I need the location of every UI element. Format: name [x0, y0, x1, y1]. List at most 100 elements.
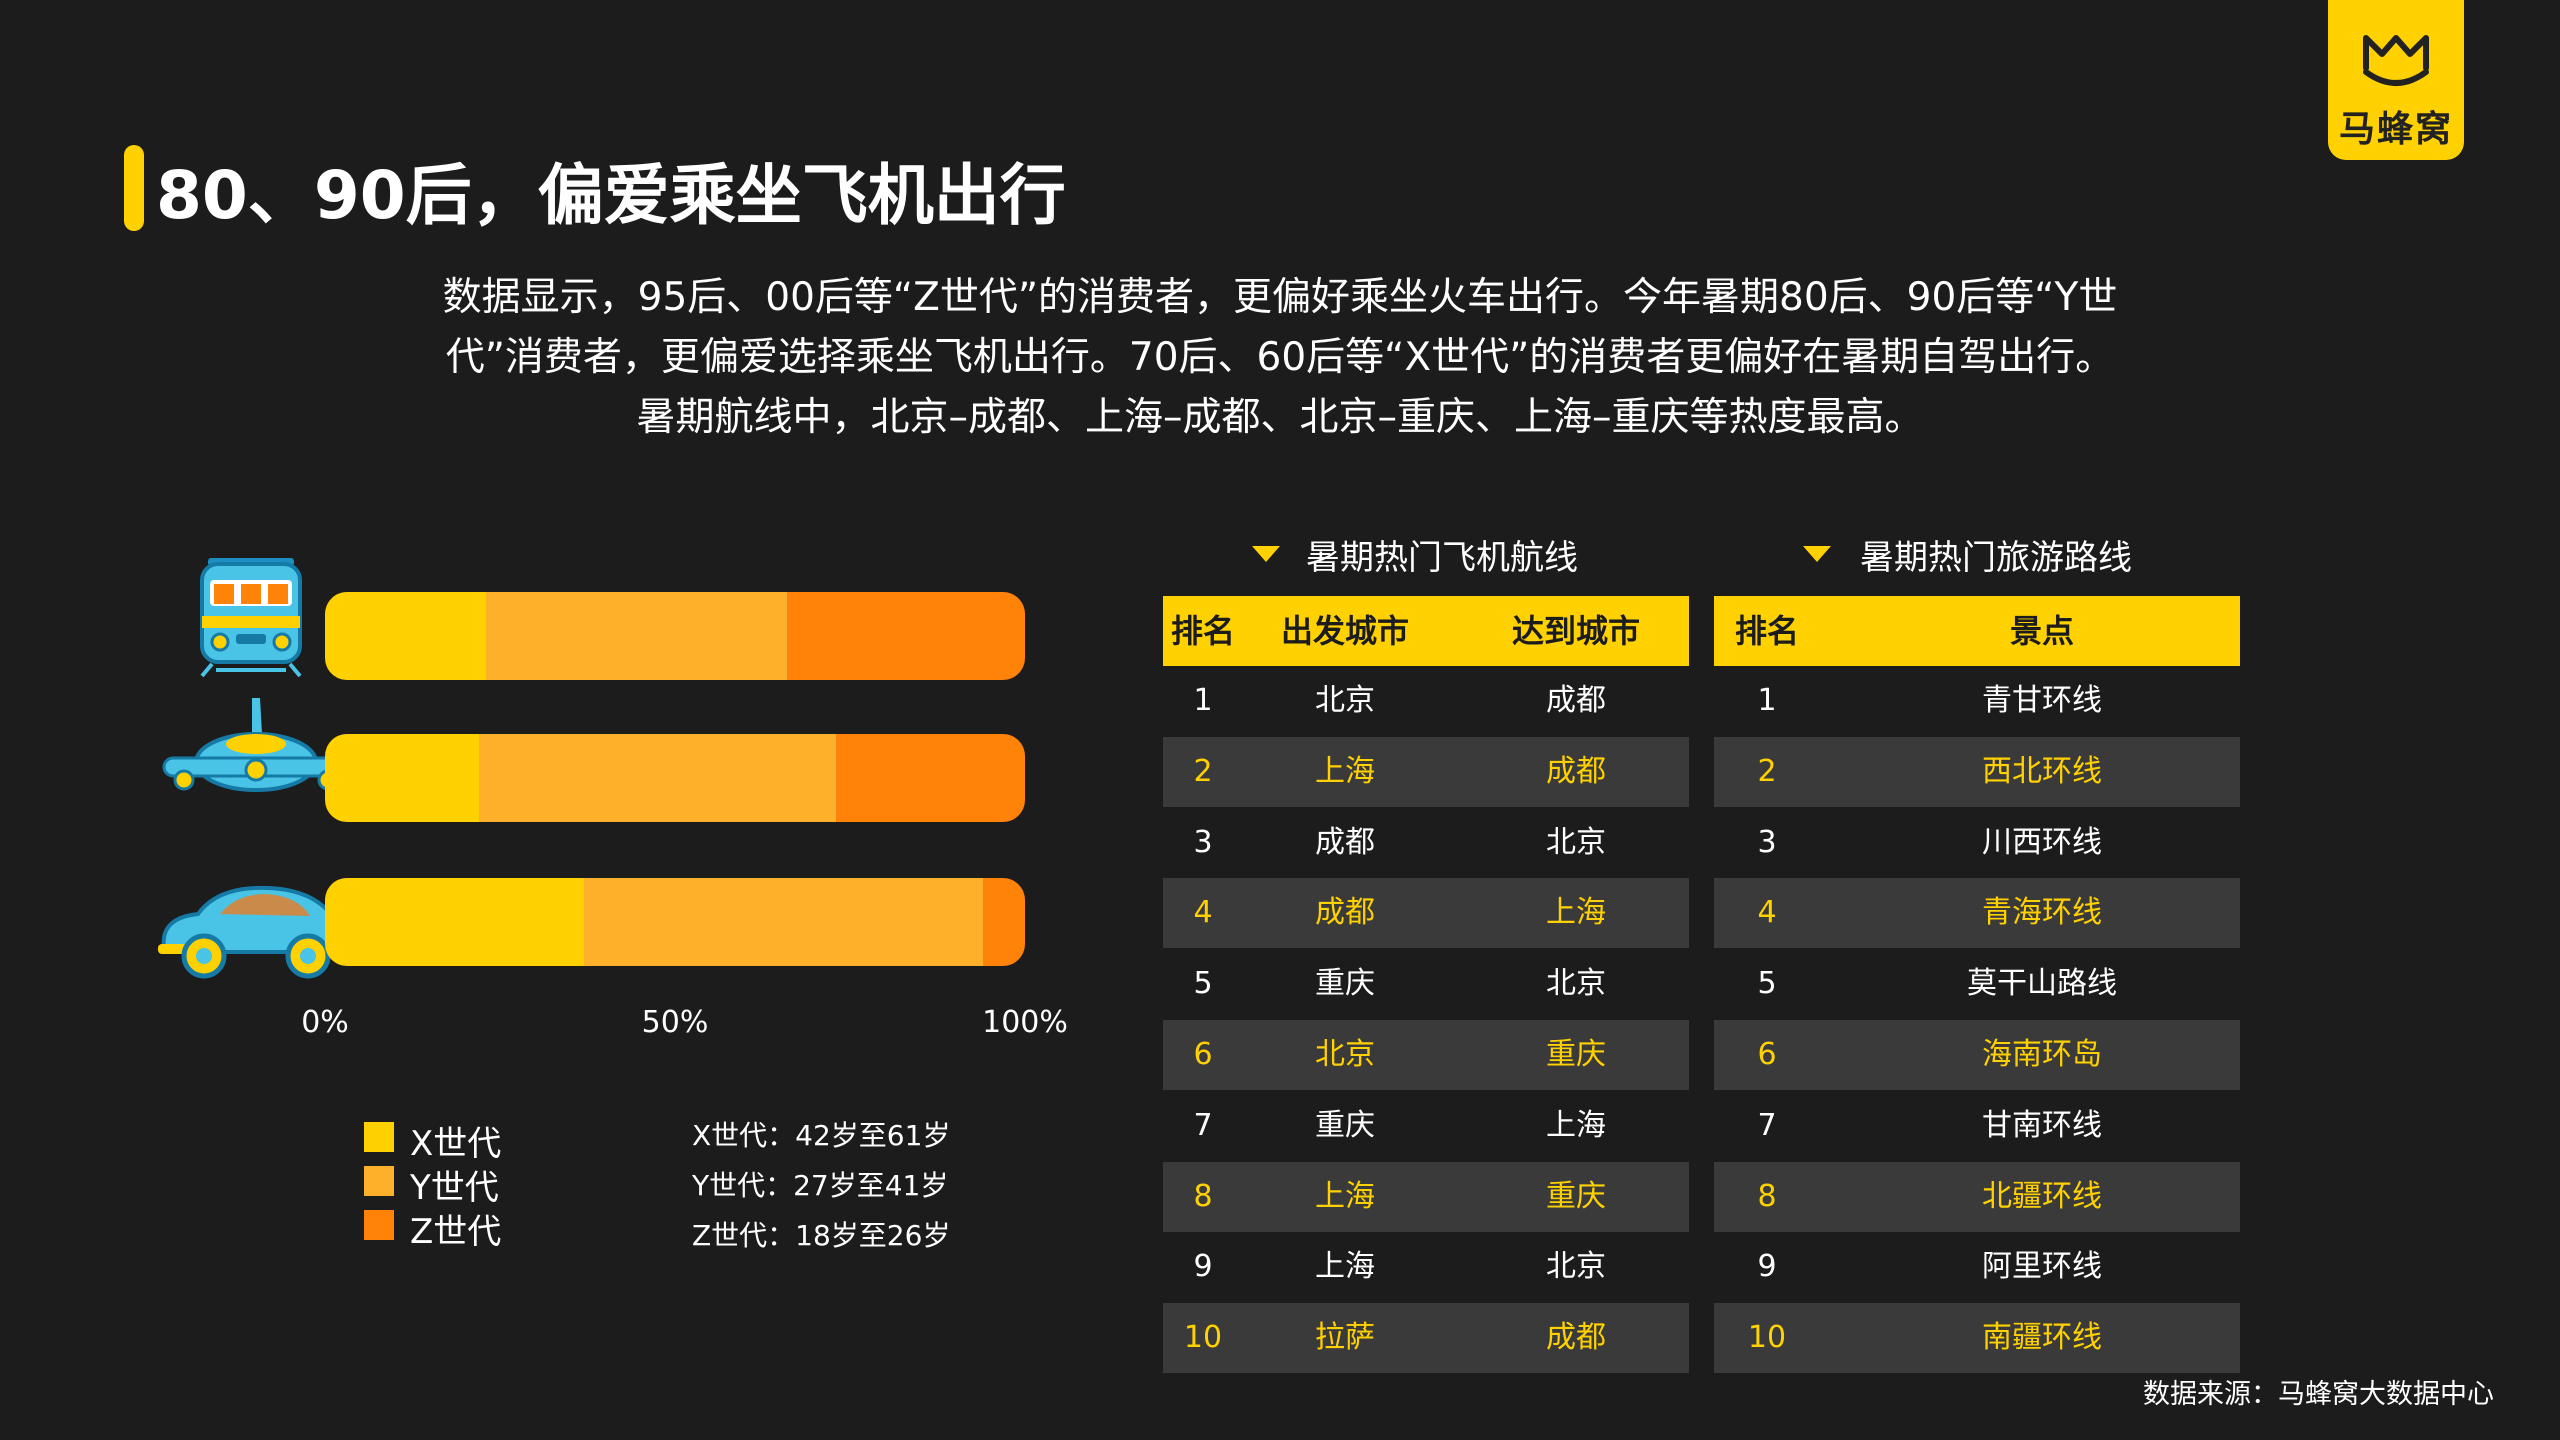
logo-text: 马蜂窝: [2338, 109, 2453, 150]
cell-attraction: 海南环岛: [1982, 1037, 2102, 1072]
mafengwo-logo-icon: [2363, 35, 2429, 86]
cell-departure: 成都: [1315, 895, 1375, 931]
cell-rank: 7: [1193, 1107, 1213, 1143]
cell-arrival: 成都: [1546, 1320, 1606, 1356]
airplane-icon: [162, 698, 350, 792]
column-header-rank: 排名: [1734, 612, 1799, 650]
bar-segment-z: [836, 734, 1025, 822]
cell-attraction: 川西环线: [1982, 824, 2102, 860]
cell-arrival: 重庆: [1546, 1178, 1606, 1214]
cell-departure: 上海: [1315, 753, 1375, 789]
cell-rank: 8: [1757, 1178, 1777, 1214]
bar-row-car: [325, 878, 1025, 966]
cell-attraction: 青甘环线: [1982, 683, 2102, 718]
brand-logo: 马蜂窝: [2328, 0, 2464, 160]
cell-arrival: 成都: [1546, 683, 1606, 718]
cell-rank: 3: [1757, 824, 1777, 860]
flights-table-heading: 暑期热门飞机航线: [1306, 538, 1578, 578]
description-line: 暑期航线中，北京–成都、上海–成都、北京–重庆、上海–重庆等热度最高。: [636, 395, 1924, 440]
bar-row-airplane: [325, 734, 1025, 822]
legend-swatch: [364, 1166, 394, 1196]
cell-attraction: 莫干山路线: [1967, 966, 2117, 1002]
description-line: 数据显示，95后、00后等“Z世代”的消费者，更偏好乘坐火车出行。今年暑期80后…: [442, 275, 2118, 320]
table-row: 8 北疆环线: [1714, 1161, 2240, 1232]
cell-rank: 9: [1193, 1249, 1213, 1285]
cell-rank: 4: [1757, 895, 1777, 931]
flights-table: 排名 出发城市 达到城市 1 北京 成都 2 上海 成都 3 成都 北京 4 成都 上海 5 重庆 北京 6 北…: [1163, 596, 1689, 1374]
cell-rank: 10: [1183, 1320, 1223, 1356]
cell-arrival: 上海: [1546, 895, 1606, 931]
cell-rank: 2: [1757, 753, 1777, 789]
cell-rank: 2: [1193, 753, 1213, 789]
bar-segment-x: [325, 878, 585, 966]
cell-rank: 6: [1193, 1037, 1213, 1072]
x-tick-label: 100%: [982, 1005, 1068, 1040]
cell-rank: 1: [1757, 683, 1777, 718]
page-title: 80、90后，偏爱乘坐飞机出行: [156, 157, 1066, 234]
table-row: 1 北京 成都: [1163, 666, 1689, 736]
cell-rank: 6: [1757, 1037, 1777, 1072]
table-row: 7 重庆 上海: [1163, 1091, 1689, 1161]
cell-attraction: 南疆环线: [1982, 1320, 2102, 1356]
x-tick-label: 50%: [642, 1005, 709, 1040]
table-row: 4 成都 上海: [1163, 878, 1689, 949]
bar-row-train: [325, 592, 1025, 680]
table-row: 3 川西环线: [1714, 808, 2240, 878]
cell-departure: 上海: [1315, 1178, 1375, 1214]
routes-table-heading: 暑期热门旅游路线: [1860, 538, 2132, 578]
table-row: 6 海南环岛: [1714, 1020, 2240, 1090]
cell-rank: 8: [1193, 1178, 1213, 1214]
generation-note-x: X世代：42岁至61岁: [692, 1119, 951, 1152]
cell-rank: 9: [1757, 1249, 1777, 1285]
bar-segment-z: [787, 592, 1025, 680]
column-header-attraction: 景点: [2009, 612, 2074, 650]
cell-rank: 1: [1193, 683, 1213, 718]
triangle-down-icon: [1252, 546, 1280, 562]
cell-departure: 成都: [1315, 824, 1375, 860]
bar-segment-x: [325, 592, 487, 680]
legend-swatch: [364, 1122, 394, 1152]
table-row: 5 重庆 北京: [1163, 949, 1689, 1019]
bar-segment-z: [983, 878, 1025, 966]
generation-note-y: Y世代：27岁至41岁: [692, 1169, 949, 1202]
cell-arrival: 上海: [1546, 1107, 1606, 1143]
generation-note-z: Z世代：18岁至26岁: [692, 1219, 951, 1252]
cell-rank: 5: [1193, 966, 1213, 1002]
table-row: 4 青海环线: [1714, 878, 2240, 949]
table-row: 9 上海 北京: [1163, 1232, 1689, 1302]
legend-label: X世代: [410, 1124, 502, 1164]
table-row: 1 青甘环线: [1714, 666, 2240, 736]
cell-rank: 10: [1747, 1320, 1787, 1356]
table-row: 2 上海 成都: [1163, 736, 1689, 807]
cell-arrival: 北京: [1546, 1249, 1606, 1285]
bar-segment-y: [486, 592, 788, 680]
transport-stacked-bar-chart: 0% 50% 100%: [158, 558, 1068, 1040]
cell-arrival: 北京: [1546, 824, 1606, 860]
cell-arrival: 重庆: [1546, 1037, 1606, 1072]
legend-label: Y世代: [410, 1168, 499, 1208]
cell-departure: 重庆: [1315, 1107, 1375, 1143]
data-source: 数据来源：马蜂窝大数据中心: [2143, 1379, 2494, 1410]
cell-arrival: 北京: [1546, 966, 1606, 1002]
description: 数据显示，95后、00后等“Z世代”的消费者，更偏好乘坐火车出行。今年暑期80后…: [250, 268, 2310, 448]
column-header-departure: 出发城市: [1280, 612, 1409, 650]
table-row: 10 拉萨 成都: [1163, 1303, 1689, 1374]
cell-departure: 重庆: [1315, 966, 1375, 1002]
table-row: 6 北京 重庆: [1163, 1020, 1689, 1090]
table-row: 5 莫干山路线: [1714, 949, 2240, 1019]
cell-departure: 北京: [1315, 1037, 1375, 1072]
cell-departure: 北京: [1315, 683, 1375, 718]
description-line: 代”消费者，更偏爱选择乘坐飞机出行。70后、60后等“X世代”的消费者更偏好在暑…: [445, 335, 2115, 380]
cell-attraction: 青海环线: [1982, 895, 2102, 931]
table-row: 10 南疆环线: [1714, 1303, 2240, 1374]
cell-attraction: 甘南环线: [1982, 1107, 2102, 1143]
title-accent-bar: [124, 145, 144, 231]
table-row: 3 成都 北京: [1163, 808, 1689, 878]
cell-attraction: 北疆环线: [1982, 1178, 2102, 1214]
train-icon: [200, 558, 302, 678]
triangle-down-icon: [1803, 546, 1831, 562]
table-row: 2 西北环线: [1714, 736, 2240, 807]
cell-attraction: 西北环线: [1982, 753, 2102, 789]
routes-table: 排名 景点 1 青甘环线 2 西北环线 3 川西环线 4 青海环线 5 莫干山路线 6 海南环岛 7 甘南…: [1714, 596, 2240, 1374]
cell-rank: 5: [1757, 966, 1777, 1002]
